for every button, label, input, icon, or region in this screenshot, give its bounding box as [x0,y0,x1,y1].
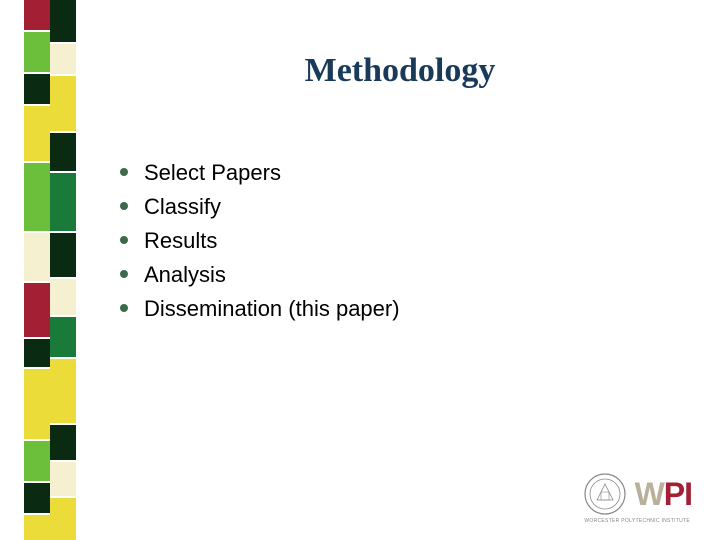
bullet-text: Dissemination (this paper) [144,296,400,322]
left-decoration [0,0,90,540]
decoration-block [50,359,76,423]
bullet-item: Results [120,228,400,254]
logo-letter-p: P [664,476,684,513]
bullet-text: Select Papers [144,160,281,186]
decoration-block [24,32,50,72]
bullet-dot-icon [120,168,128,176]
decoration-block [50,279,76,315]
wpi-logo: W P I [583,472,692,516]
decoration-block [50,0,76,42]
logo-letter-i: I [684,476,692,513]
decoration-block [24,163,50,231]
decoration-block [50,173,76,231]
decoration-block [24,483,50,513]
decoration-block [50,76,76,131]
bullet-item: Dissemination (this paper) [120,296,400,322]
decoration-block [50,498,76,540]
decoration-block [50,133,76,171]
bullet-text: Analysis [144,262,226,288]
decoration-block [24,441,50,481]
slide-title: Methodology [120,52,680,90]
decoration-block [24,233,50,281]
decoration-block [24,339,50,367]
decoration-block [24,515,50,540]
bullet-text: Results [144,228,217,254]
bullet-dot-icon [120,304,128,312]
wpi-logo-subtext: WORCESTER POLYTECHNIC INSTITUTE [584,518,690,524]
decoration-block [24,106,50,161]
wpi-seal-icon [583,472,627,516]
decoration-block [50,233,76,277]
decoration-block [50,44,76,74]
decoration-block [50,317,76,357]
decoration-block [24,0,50,30]
decoration-block [50,462,76,496]
bullet-item: Classify [120,194,400,220]
decoration-block [50,425,76,460]
bullet-item: Analysis [120,262,400,288]
bullet-list: Select Papers Classify Results Analysis Diss… [120,160,400,330]
decoration-block [24,283,50,337]
bullet-text: Classify [144,194,221,220]
bullet-dot-icon [120,202,128,210]
decoration-block [24,74,50,104]
wpi-logo-text: W P I [635,476,692,513]
decoration-block [24,369,50,439]
bullet-dot-icon [120,270,128,278]
bullet-item: Select Papers [120,160,400,186]
logo-letter-w: W [635,476,664,513]
bullet-dot-icon [120,236,128,244]
